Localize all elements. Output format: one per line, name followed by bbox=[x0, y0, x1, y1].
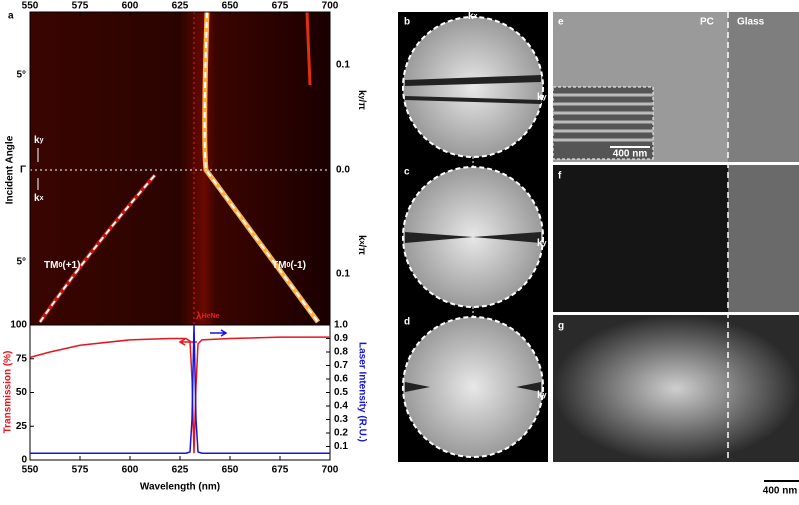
laser-label: λHeNe bbox=[196, 311, 220, 322]
kx-axis-label: kx/π bbox=[356, 235, 367, 255]
mode-label: TM0(+1) bbox=[44, 260, 80, 271]
scale-label: 400 nm bbox=[763, 486, 798, 497]
glass-label: Glass bbox=[737, 17, 765, 28]
y2-tick-label: 0.3 bbox=[334, 414, 348, 425]
arrow-kx: kx bbox=[34, 193, 44, 204]
right-tick: 0.1 bbox=[336, 269, 350, 280]
top-tick-label: 700 bbox=[322, 1, 339, 12]
ky-axis-label: ky/π bbox=[356, 90, 367, 110]
ky-label: ky bbox=[537, 238, 547, 249]
y-tick-label: 100 bbox=[10, 320, 27, 331]
y2-tick-label: 0.5 bbox=[334, 387, 348, 398]
scale-label: 400 nm bbox=[613, 149, 648, 160]
image-panels: b c d kx kx ky ky ky e f g PC Glass 400 … bbox=[398, 11, 799, 497]
image-f-glass bbox=[728, 165, 799, 312]
band-line bbox=[305, 11, 312, 86]
left-tick: 5° bbox=[16, 257, 26, 268]
x-tick-label: 600 bbox=[122, 465, 139, 476]
ky-label: ky bbox=[537, 390, 547, 401]
x-tick-label: 700 bbox=[322, 465, 339, 476]
series-line bbox=[30, 324, 330, 454]
top-tick-label: 625 bbox=[172, 1, 189, 12]
y2-tick-label: 1.0 bbox=[334, 320, 348, 331]
y-tick-label: 75 bbox=[16, 353, 28, 364]
top-tick-label: 600 bbox=[122, 1, 139, 12]
panel-a-top: a Incident Angle 5° Γ 5° 0.1 0.0 0.1 ky/… bbox=[5, 11, 367, 461]
y-tick-label: 0 bbox=[21, 455, 27, 466]
panel-label: f bbox=[558, 171, 562, 182]
panel-label: e bbox=[558, 17, 564, 28]
fit-curve bbox=[203, 11, 319, 323]
grating bbox=[553, 93, 653, 142]
y2-tick-label: 0.1 bbox=[334, 441, 348, 452]
y2-tick-label: 0.4 bbox=[334, 401, 348, 412]
series-line bbox=[29, 336, 330, 454]
top-tick-label: 675 bbox=[272, 1, 289, 12]
dark-band bbox=[405, 232, 541, 243]
x-tick-label: 625 bbox=[172, 465, 189, 476]
right-tick: 0.0 bbox=[336, 165, 350, 176]
sem-glass bbox=[728, 12, 799, 162]
fit-curve bbox=[39, 174, 156, 323]
y2-tick-label: 0.6 bbox=[334, 374, 348, 385]
x-tick-label: 575 bbox=[72, 465, 89, 476]
x-tick-label: 550 bbox=[22, 465, 39, 476]
pc-label: PC bbox=[700, 17, 714, 28]
left-tick: Γ bbox=[20, 165, 26, 176]
y2-tick-label: 0.9 bbox=[334, 333, 348, 344]
legend bbox=[178, 329, 228, 346]
kx-label: kx bbox=[468, 481, 478, 492]
top-tick-label: 575 bbox=[72, 1, 89, 12]
y2-tick-label: 0.8 bbox=[334, 347, 348, 358]
ky-label: ky bbox=[537, 92, 547, 103]
bfp-disc bbox=[402, 16, 544, 158]
y-label: Transmission (%) bbox=[3, 351, 14, 434]
right-tick: 0.1 bbox=[336, 60, 350, 71]
y2-tick-label: 0.7 bbox=[334, 360, 348, 371]
panel-label: g bbox=[558, 321, 564, 332]
panel-label: b bbox=[404, 17, 410, 28]
y-tick-label: 50 bbox=[16, 387, 28, 398]
x-tick-label: 675 bbox=[272, 465, 289, 476]
panel-label: a bbox=[8, 11, 14, 22]
top-tick-label: 550 bbox=[22, 1, 39, 12]
arrow-ky: ky bbox=[34, 135, 44, 146]
left-tick: 5° bbox=[16, 70, 26, 81]
dark-band bbox=[405, 75, 541, 104]
x-label: Wavelength (nm) bbox=[140, 482, 220, 493]
legend-arrow bbox=[210, 329, 228, 337]
kx-label: kx bbox=[468, 11, 478, 22]
y2-label: Laser Intensity (R.U.) bbox=[356, 342, 367, 442]
y-tick-label: 25 bbox=[16, 421, 28, 432]
y-label: Incident Angle bbox=[5, 135, 16, 204]
panel-label: c bbox=[404, 167, 410, 178]
y2-tick-label: 0.2 bbox=[334, 428, 348, 439]
top-tick-label: 650 bbox=[222, 1, 239, 12]
panel-label: d bbox=[404, 317, 410, 328]
image-g bbox=[553, 315, 799, 462]
x-tick-label: 650 bbox=[222, 465, 239, 476]
mode-label: TM0(-1) bbox=[272, 260, 306, 271]
